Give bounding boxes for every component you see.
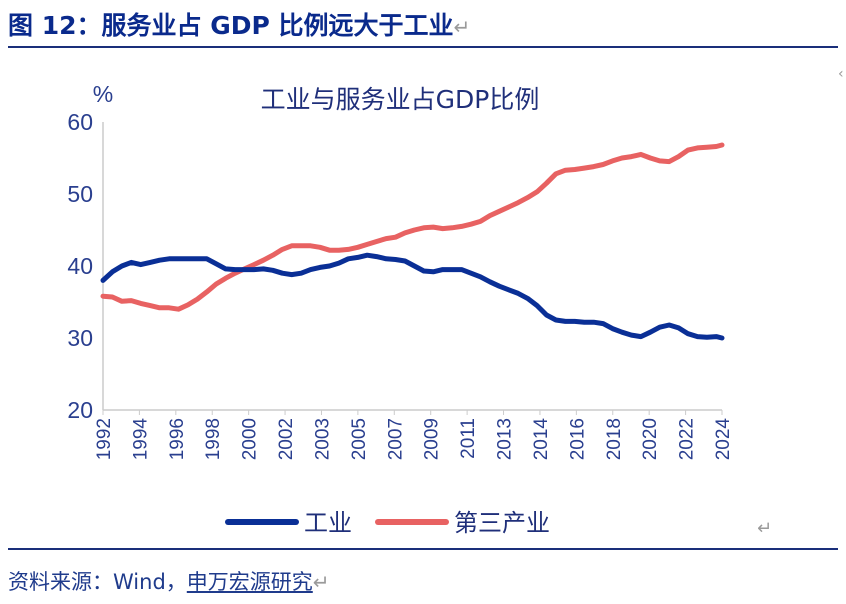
y-axis: 20 30 40 50 60 (67, 109, 104, 423)
x-tick-label: 1996 (167, 418, 188, 460)
y-tick-label: 40 (67, 253, 93, 279)
x-tick-label: 2002 (276, 418, 297, 460)
x-tick-label: 1998 (203, 418, 224, 460)
y-tick-label: 20 (67, 397, 93, 423)
x-tick-label: 1992 (94, 418, 115, 460)
x-tick-label: 2000 (240, 418, 261, 460)
legend: 工业 第三产业 (225, 509, 550, 537)
legend-label: 第三产业 (454, 509, 550, 537)
x-tick-label: 2007 (385, 418, 406, 460)
x-tick-label: 2005 (349, 418, 370, 460)
figure-title: 图 12：服务业占 GDP 比例远大于工业↵ (8, 6, 470, 42)
x-axis: 1992 1994 1996 1998 2000 2002 2003 2005 2007 2009… (94, 409, 734, 461)
return-mark-icon: ↵ (757, 518, 773, 539)
legend-label: 工业 (304, 509, 352, 537)
y-tick-label: 60 (67, 109, 93, 135)
x-tick-label: 1994 (130, 418, 151, 461)
source-note: 资料来源：Wind，申万宏源研究↵ (8, 566, 330, 596)
series-layer (100, 142, 725, 341)
y-axis-unit: % (93, 81, 113, 107)
x-tick-label: 2024 (713, 418, 734, 461)
y-tick-label: 30 (67, 325, 93, 351)
series-line-tertiary (100, 142, 725, 312)
return-mark-icon: ↵ (453, 15, 471, 39)
x-tick-label: 2011 (458, 418, 479, 459)
x-tick-label: 2003 (312, 418, 333, 460)
x-tick-label: 2022 (677, 418, 698, 460)
edge-mark-icon: ‹ (838, 66, 844, 82)
y-tick-label: 50 (67, 181, 93, 207)
x-tick-label: 2020 (640, 418, 661, 460)
source-prefix: 资料来源：Wind， (8, 570, 187, 594)
x-tick-label: 2018 (604, 418, 625, 460)
x-tick-label: 2013 (495, 418, 516, 460)
x-tick-label: 2016 (567, 418, 588, 460)
x-tick-label: 2014 (531, 418, 552, 461)
series-line-industry (100, 252, 725, 341)
source-brand-link[interactable]: 申万宏源研究 (186, 570, 313, 594)
chart-title: 工业与服务业占GDP比例 (261, 85, 540, 114)
figure-title-text: 图 12：服务业占 GDP 比例远大于工业 (8, 11, 454, 40)
x-tick-label: 2009 (422, 418, 443, 460)
return-mark-icon: ↵ (312, 570, 330, 594)
top-rule (8, 46, 838, 48)
bottom-rule (8, 548, 838, 550)
